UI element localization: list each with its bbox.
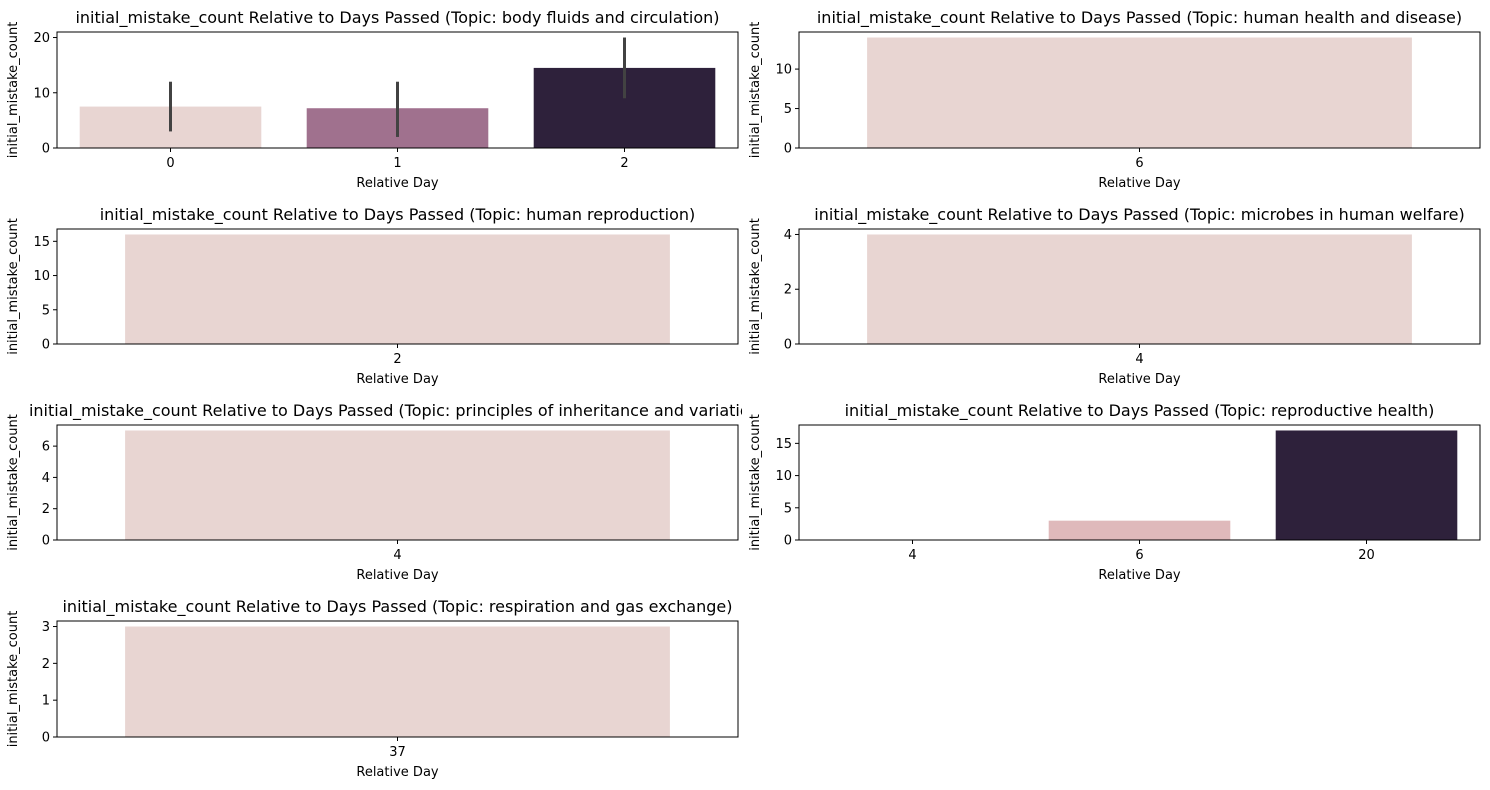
y-axis-label: initial_mistake_count [6, 22, 21, 159]
bar [125, 626, 670, 737]
bar [1048, 520, 1231, 540]
y-tick-label: 2 [42, 502, 50, 517]
y-tick-label: 0 [784, 534, 792, 549]
y-tick-label: 3 [42, 620, 50, 635]
y-tick-label: 10 [775, 63, 792, 78]
y-tick-label: 10 [33, 269, 50, 284]
x-tick-label: 6 [1135, 156, 1143, 171]
bar [867, 37, 1412, 148]
x-tick-label: 37 [389, 745, 406, 760]
y-tick-label: 5 [784, 102, 792, 117]
chart-title: initial_mistake_count Relative to Days P… [817, 8, 1462, 28]
x-tick-label: 2 [620, 156, 628, 171]
y-tick-label: 2 [784, 283, 792, 298]
y-tick-label: 0 [42, 534, 50, 549]
y-tick-label: 0 [784, 142, 792, 157]
y-axis-label: initial_mistake_count [6, 414, 21, 551]
subplot-3: 0 5 10 15 2 Relative Day initial_mistake_count… [6, 205, 739, 387]
x-tick-label: 2 [393, 352, 401, 367]
y-tick-label: 6 [42, 440, 50, 455]
subplot-7: 0 1 2 3 37 Relative Day initial_mistake_count i… [6, 597, 739, 780]
chart-title: initial_mistake_count Relative to Days P… [814, 205, 1464, 225]
y-axis-label: initial_mistake_count [748, 414, 763, 551]
y-tick-label: 15 [775, 437, 792, 452]
subplot-5: 0 2 4 6 4 Relative Day initial_mistake_count in… [6, 401, 742, 583]
chart-title: initial_mistake_count Relative to Days P… [845, 401, 1435, 421]
y-tick-label: 5 [784, 501, 792, 516]
y-tick-label: 15 [33, 235, 50, 250]
y-tick-label: 2 [42, 657, 50, 672]
subplot-2: 0 5 10 6 Relative Day initial_mistake_count in… [748, 8, 1481, 191]
x-tick-label: 6 [1135, 548, 1143, 563]
y-tick-label: 0 [42, 338, 50, 353]
chart-title: initial_mistake_count Relative to Days P… [62, 597, 732, 617]
x-tick-label: 4 [393, 548, 401, 563]
subplot-1: 0 10 20 0 1 2 Relative Day initial_mistake_coun… [6, 8, 739, 191]
x-axis-label: Relative Day [356, 372, 439, 387]
chart-title: initial_mistake_count Relative to Days P… [100, 205, 696, 225]
x-axis-label: Relative Day [356, 176, 439, 191]
x-tick-label: 20 [1358, 548, 1375, 563]
y-tick-label: 20 [33, 31, 50, 46]
subplot-4: 0 2 4 4 Relative Day initial_mistake_count ini… [748, 205, 1481, 387]
y-tick-label: 0 [784, 338, 792, 353]
y-axis-label: initial_mistake_count [748, 22, 763, 159]
x-axis-label: Relative Day [356, 765, 439, 780]
bar [125, 430, 670, 540]
chart-title: initial_mistake_count Relative to Days P… [75, 8, 719, 28]
y-tick-label: 1 [42, 694, 50, 709]
x-tick-label: 0 [166, 156, 174, 171]
bar [1275, 430, 1458, 540]
x-axis-label: Relative Day [1098, 568, 1181, 583]
y-tick-label: 4 [42, 471, 50, 486]
subplot-6: 0 5 10 15 4 6 20 Relative Day initial_mistake_co… [748, 401, 1481, 583]
y-tick-label: 10 [775, 469, 792, 484]
y-tick-label: 10 [33, 86, 50, 101]
y-axis-label: initial_mistake_count [6, 218, 21, 355]
x-tick-label: 4 [908, 548, 916, 563]
x-axis-label: Relative Day [1098, 176, 1181, 191]
y-axis-label: initial_mistake_count [6, 611, 21, 748]
bar [867, 234, 1412, 344]
y-tick-label: 4 [784, 228, 792, 243]
bar [125, 234, 670, 344]
x-tick-label: 4 [1135, 352, 1143, 367]
chart-title: initial_mistake_count Relative to Days P… [29, 401, 742, 421]
y-tick-label: 5 [42, 303, 50, 318]
x-axis-label: Relative Day [356, 568, 439, 583]
x-tick-label: 1 [393, 156, 401, 171]
y-tick-label: 0 [42, 731, 50, 746]
y-axis-label: initial_mistake_count [748, 218, 763, 355]
x-axis-label: Relative Day [1098, 372, 1181, 387]
y-tick-label: 0 [42, 142, 50, 157]
